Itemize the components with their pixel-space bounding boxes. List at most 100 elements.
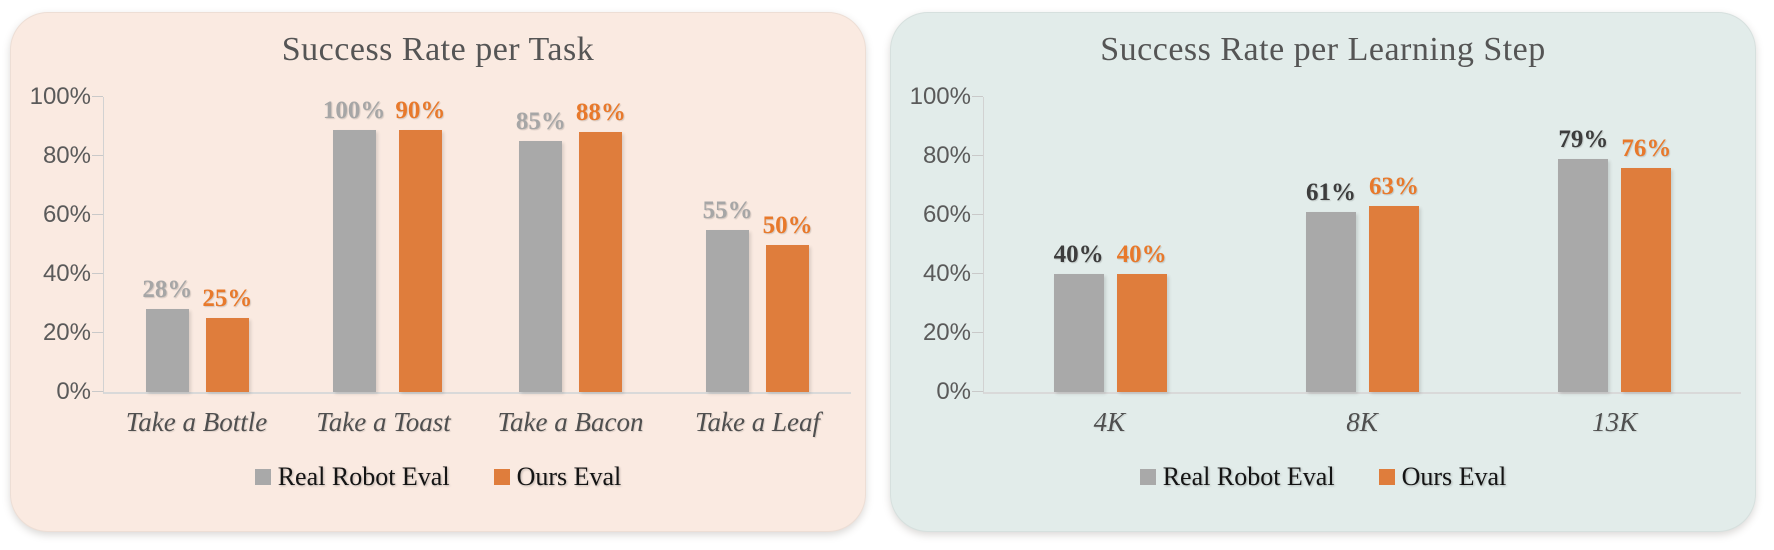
y-axis-tick-mark	[972, 96, 983, 97]
category-label: 4K	[1093, 407, 1126, 437]
bar-real-robot-eval	[332, 130, 376, 392]
chart-title: Success Rate per Learning Step	[1100, 31, 1546, 68]
bar-with-label: 90%	[395, 97, 445, 392]
bar-with-label: 88%	[576, 97, 626, 392]
legend-item-real-robot-eval: Real Robot Eval	[254, 462, 450, 492]
y-axis-tick-label: 0%	[936, 378, 971, 405]
bar-with-label: 100%	[323, 97, 385, 392]
bar-value-label: 61%	[1305, 179, 1356, 207]
bar-with-label: 25%	[202, 97, 252, 392]
y-axis-tick-label: 60%	[42, 201, 91, 228]
bar-ours-eval	[398, 130, 442, 392]
y-axis-tick-mark	[92, 96, 103, 97]
y-axis-tick-mark	[92, 332, 103, 333]
bar-value-label: 79%	[1558, 125, 1609, 153]
bar-ours-eval	[766, 244, 810, 392]
bar-ours-eval	[1116, 274, 1167, 392]
bar-with-label: 50%	[763, 97, 813, 392]
bar-group: 61% 63%	[1236, 97, 1488, 392]
bar-group: 28% 25%	[104, 97, 291, 392]
bar-group: 55% 50%	[664, 97, 851, 392]
chart-title: Success Rate per Task	[281, 31, 595, 68]
bar-value-label: 90%	[395, 97, 446, 124]
x-axis-category-labels: Take a Bottle Take a Toast Take a Bacon Tak…	[11, 406, 865, 438]
bar-value-label: 85%	[515, 108, 566, 136]
bar-real-robot-eval	[145, 309, 189, 392]
bar-value-label: 50%	[762, 211, 813, 239]
y-axis: 100% 80% 60% 40% 20% 0%	[30, 83, 103, 405]
bar-groups: 28% 25% 100% 90% 85% 88% 55% 50%	[92, 96, 851, 394]
y-axis-tick-mark	[972, 391, 983, 392]
category-label: Take a Bacon	[497, 407, 644, 437]
bar-with-label: 28%	[142, 97, 192, 392]
bar-real-robot-eval	[1053, 274, 1104, 392]
bar-group: 100% 90%	[291, 97, 478, 392]
bar-group: 79% 76%	[1489, 97, 1741, 392]
category-label: 13K	[1592, 407, 1638, 437]
legend-item-real-robot-eval: Real Robot Eval	[1139, 462, 1335, 492]
legend: Real Robot Eval Ours Eval	[891, 462, 1755, 492]
bar-real-robot-eval	[519, 141, 563, 392]
bar-ours-eval	[1621, 167, 1672, 392]
bar-value-label: 28%	[142, 276, 193, 304]
y-axis: 100% 80% 60% 40% 20% 0%	[910, 83, 983, 405]
bar-value-label: 76%	[1621, 134, 1672, 162]
category-label: Take a Leaf	[694, 407, 820, 437]
bar-with-label: 61%	[1305, 97, 1356, 392]
y-axis-tick-label: 40%	[922, 260, 971, 287]
bar-value-label: 40%	[1116, 241, 1167, 268]
bar-value-label: 40%	[1053, 241, 1104, 268]
learning-step-success-chart-panel: Success Rate per Learning Step 100% 80% 60…	[890, 12, 1756, 532]
task-success-chart-panel: Success Rate per Task 100% 80% 60% 40% 20% 0%…	[10, 12, 866, 532]
category-label: Take a Bottle	[125, 407, 268, 437]
y-axis-tick-label: 40%	[42, 260, 91, 287]
y-axis-tick-mark	[92, 155, 103, 156]
y-axis-tick-mark	[972, 214, 983, 215]
legend-label: Real Robot Eval	[1162, 462, 1335, 491]
y-axis-tick-label: 0%	[56, 378, 91, 405]
bar-ours-eval	[579, 132, 623, 392]
bar-ours-eval	[205, 318, 249, 392]
x-axis-category-labels: 4K 8K 13K	[891, 406, 1755, 438]
bar-with-label: 63%	[1368, 97, 1419, 392]
legend: Real Robot Eval Ours Eval	[11, 462, 865, 492]
y-axis-tick-mark	[92, 214, 103, 215]
bar-real-robot-eval	[1558, 158, 1609, 392]
bar-value-label: 63%	[1368, 173, 1419, 201]
plot: 40% 40% 61% 63% 79% 76%	[972, 96, 1741, 394]
bar-group: 85% 88%	[478, 97, 665, 392]
bar-with-label: 55%	[703, 97, 753, 392]
y-axis-tick-label: 60%	[922, 201, 971, 228]
bar-groups: 40% 40% 61% 63% 79% 76%	[972, 96, 1741, 394]
legend-swatch-gray-icon	[254, 469, 271, 485]
chart-plot-area: 100% 80% 60% 40% 20% 0% 40% 40% 61% 63% 79% 76%	[891, 83, 1755, 405]
y-axis-tick-mark	[92, 391, 103, 392]
y-axis-tick-label: 80%	[42, 142, 91, 169]
bar-value-label: 55%	[702, 196, 753, 224]
bar-with-label: 85%	[516, 97, 566, 392]
bar-real-robot-eval	[1305, 212, 1356, 392]
legend-swatch-orange-icon	[493, 469, 510, 485]
legend-swatch-gray-icon	[1139, 469, 1156, 485]
chart-plot-area: 100% 80% 60% 40% 20% 0% 28% 25% 100% 90% 85% 88% 55…	[11, 83, 865, 405]
bar-group: 40% 40%	[984, 97, 1236, 392]
legend-item-ours-eval: Ours Eval	[1378, 462, 1507, 492]
bar-with-label: 79%	[1558, 97, 1609, 392]
y-axis-tick-label: 20%	[42, 319, 91, 346]
legend-label: Real Robot Eval	[277, 462, 450, 491]
plot: 28% 25% 100% 90% 85% 88% 55% 50%	[92, 96, 851, 394]
bar-value-label: 88%	[575, 99, 626, 127]
legend-label: Ours Eval	[516, 462, 622, 491]
category-label: 8K	[1346, 407, 1378, 437]
bar-with-label: 40%	[1053, 97, 1104, 392]
bar-with-label: 76%	[1621, 97, 1672, 392]
bar-ours-eval	[1368, 206, 1419, 392]
legend-label: Ours Eval	[1401, 462, 1507, 491]
bar-with-label: 40%	[1116, 97, 1167, 392]
y-axis-tick-mark	[92, 273, 103, 274]
legend-swatch-orange-icon	[1378, 469, 1395, 485]
y-axis-tick-mark	[972, 332, 983, 333]
y-axis-tick-label: 20%	[922, 319, 971, 346]
legend-item-ours-eval: Ours Eval	[493, 462, 622, 492]
y-axis-tick-mark	[972, 273, 983, 274]
